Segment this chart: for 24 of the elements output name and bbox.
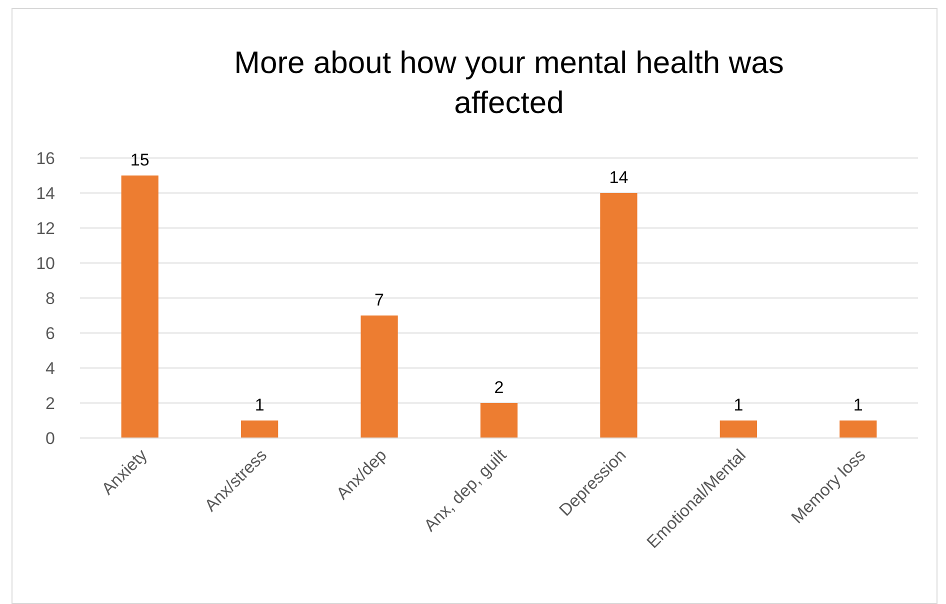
bar bbox=[360, 316, 398, 438]
bar bbox=[480, 403, 518, 438]
y-tick-label: 0 bbox=[46, 428, 55, 448]
bar bbox=[840, 420, 877, 438]
y-tick-label: 16 bbox=[36, 148, 55, 168]
data-label: 2 bbox=[494, 378, 504, 397]
bar bbox=[121, 176, 158, 438]
y-tick-label: 4 bbox=[46, 358, 55, 378]
data-label: 14 bbox=[609, 168, 628, 187]
data-label: 1 bbox=[853, 396, 863, 414]
data-label: 15 bbox=[130, 150, 150, 170]
y-tick-label: 6 bbox=[46, 324, 55, 343]
data-label: 1 bbox=[254, 396, 264, 414]
y-tick-label: 12 bbox=[36, 218, 55, 238]
bar bbox=[720, 420, 757, 438]
y-tick-label: 2 bbox=[46, 394, 55, 413]
data-label: 1 bbox=[734, 396, 744, 414]
bar bbox=[241, 420, 278, 438]
y-tick-label: 8 bbox=[46, 288, 55, 308]
y-tick-label: 10 bbox=[36, 254, 55, 273]
y-tick-label: 14 bbox=[36, 184, 55, 203]
bar bbox=[600, 193, 638, 438]
chart-title: More about how your mental health was affected bbox=[234, 45, 784, 120]
data-label: 7 bbox=[374, 290, 384, 310]
